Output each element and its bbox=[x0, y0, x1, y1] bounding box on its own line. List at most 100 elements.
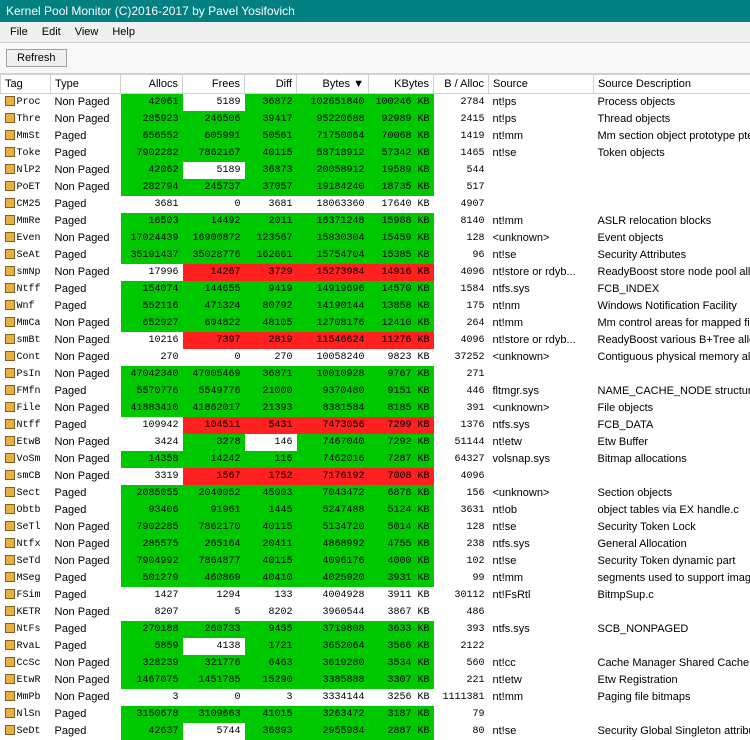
table-row[interactable]: MSegPaged5012794608694041040259203931 KB… bbox=[1, 570, 750, 587]
cell: Security Global Singleton attributes tre… bbox=[594, 723, 750, 740]
cell: 154074 bbox=[121, 281, 183, 298]
tag-icon bbox=[5, 113, 15, 123]
cell bbox=[594, 179, 750, 196]
tag-icon bbox=[5, 249, 15, 259]
cell: 21393 bbox=[245, 400, 297, 417]
tag-icon bbox=[5, 198, 15, 208]
col-type[interactable]: Type bbox=[51, 75, 121, 94]
cell: 41862017 bbox=[183, 400, 245, 417]
table-row[interactable]: KETRNon Paged82075820239605443867 KB486 bbox=[1, 604, 750, 621]
col-kbytes[interactable]: KBytes bbox=[369, 75, 434, 94]
table-row[interactable]: PsInNon Paged470423404700546936871100109… bbox=[1, 366, 750, 383]
table-row[interactable]: NtfxNon Paged285575265164204114868992475… bbox=[1, 536, 750, 553]
cell: 80792 bbox=[245, 298, 297, 315]
cell: Mm section object prototype ptes bbox=[594, 128, 750, 145]
cell: 116 bbox=[245, 451, 297, 468]
menu-help[interactable]: Help bbox=[106, 24, 141, 40]
cell: smCB bbox=[1, 468, 51, 485]
cell: 15988 KB bbox=[369, 213, 434, 230]
col-diff[interactable]: Diff bbox=[245, 75, 297, 94]
col-bytes[interactable]: Bytes ▼ bbox=[297, 75, 369, 94]
cell: 47042340 bbox=[121, 366, 183, 383]
table-row[interactable]: SeTdNon Paged790499278648774011540961764… bbox=[1, 553, 750, 570]
cell: 7397 bbox=[183, 332, 245, 349]
col-desc[interactable]: Source Description bbox=[594, 75, 750, 94]
cell: 3319 bbox=[121, 468, 183, 485]
cell: MmRe bbox=[1, 213, 51, 230]
cell: 162661 bbox=[245, 247, 297, 264]
table-row[interactable]: NlP2Non Paged420625189368732005891219589… bbox=[1, 162, 750, 179]
cell: 3619280 bbox=[297, 655, 369, 672]
menu-edit[interactable]: Edit bbox=[36, 24, 67, 40]
cell: 45003 bbox=[245, 485, 297, 502]
cell: Contiguous physical memory allocations bbox=[594, 349, 750, 366]
cell: 238 bbox=[434, 536, 489, 553]
cell: Non Paged bbox=[51, 162, 121, 179]
table-row[interactable]: VoSmNon Paged143581424211674620167287 KB… bbox=[1, 451, 750, 468]
cell: Cache Manager Shared Cache Map bbox=[594, 655, 750, 672]
cell: 3385888 bbox=[297, 672, 369, 689]
col-tag[interactable]: Tag bbox=[1, 75, 51, 94]
cell: nt!ob bbox=[489, 502, 594, 519]
tag-icon bbox=[5, 181, 15, 191]
table-row[interactable]: RvaLPaged58594138172136520643566 KB2122 bbox=[1, 638, 750, 655]
table-row[interactable]: MmRePaged165031449220111637124815988 KB8… bbox=[1, 213, 750, 230]
table-row[interactable]: CM25Paged3681036811806336017640 KB4907 bbox=[1, 196, 750, 213]
cell: Non Paged bbox=[51, 111, 121, 128]
table-row[interactable]: ObtbPaged9340691961144552474885124 KB363… bbox=[1, 502, 750, 519]
table-row[interactable]: ThreNon Paged285923246506394179522068892… bbox=[1, 111, 750, 128]
table-row[interactable]: WnfPaged552116471324807921419014413858 K… bbox=[1, 298, 750, 315]
table-row[interactable]: smCBNon Paged33191567175271761927008 KB4… bbox=[1, 468, 750, 485]
cell: 17640 KB bbox=[369, 196, 434, 213]
cell: 7008 KB bbox=[369, 468, 434, 485]
table-row[interactable]: ProcNon Paged420615189368721026518401002… bbox=[1, 94, 750, 112]
cell: 9419 bbox=[245, 281, 297, 298]
table-row[interactable]: FMfnPaged557077655497762100093704809151 … bbox=[1, 383, 750, 400]
table-row[interactable]: smNpNon Paged179961426737291527398414916… bbox=[1, 264, 750, 281]
cell: EtwR bbox=[1, 672, 51, 689]
cell: 35028776 bbox=[183, 247, 245, 264]
table-row[interactable]: MmStPaged656552605991505617175006470068 … bbox=[1, 128, 750, 145]
col-balloc[interactable]: B / Alloc bbox=[434, 75, 489, 94]
table-row[interactable]: TokePaged7902282786216740115587189125734… bbox=[1, 145, 750, 162]
table-row[interactable]: FSimPaged1427129413340049283911 KB30112n… bbox=[1, 587, 750, 604]
col-frees[interactable]: Frees bbox=[183, 75, 245, 94]
table-row[interactable]: MmPbNon Paged30333341443256 KB1111381nt!… bbox=[1, 689, 750, 706]
refresh-button[interactable]: Refresh bbox=[6, 49, 67, 67]
menu-view[interactable]: View bbox=[69, 24, 105, 40]
cell: Non Paged bbox=[51, 434, 121, 451]
table-row[interactable]: EtwBNon Paged3424327814674670407292 KB51… bbox=[1, 434, 750, 451]
table-row[interactable]: SectPaged208505520400524500370434726878 … bbox=[1, 485, 750, 502]
table-row[interactable]: SeAtPaged3519143735028776162661157547041… bbox=[1, 247, 750, 264]
cell: 15459 KB bbox=[369, 230, 434, 247]
cell: 1419 bbox=[434, 128, 489, 145]
menu-file[interactable]: File bbox=[4, 24, 34, 40]
table-row[interactable]: SeTlNon Paged790228578621704011551347205… bbox=[1, 519, 750, 536]
table-row[interactable]: NlSnPaged315067831096634101532634723187 … bbox=[1, 706, 750, 723]
table-row[interactable]: CcScNon Paged328239321776646336192803534… bbox=[1, 655, 750, 672]
table-row[interactable]: PoETNon Paged282794245737370571918424018… bbox=[1, 179, 750, 196]
table-row[interactable]: SeDtPaged4263757443689329559842887 KB80n… bbox=[1, 723, 750, 740]
cell: ntfs.sys bbox=[489, 281, 594, 298]
cell: 96 bbox=[434, 247, 489, 264]
table-row[interactable]: EvenNon Paged170244391690087212356715830… bbox=[1, 230, 750, 247]
table-row[interactable]: smBtNon Paged10216739728191154662411276 … bbox=[1, 332, 750, 349]
cell: 1451785 bbox=[183, 672, 245, 689]
cell: NAME_CACHE_NODE structure bbox=[594, 383, 750, 400]
table-row[interactable]: NtffPaged109942104511543174730567299 KB1… bbox=[1, 417, 750, 434]
table-row[interactable]: FileNon Paged418834104186201721393838158… bbox=[1, 400, 750, 417]
table-row[interactable]: NtFsPaged270188260733945537198083633 KB3… bbox=[1, 621, 750, 638]
table-row[interactable]: ContNon Paged2700270100582409823 KB37252… bbox=[1, 349, 750, 366]
cell: 30112 bbox=[434, 587, 489, 604]
table-row[interactable]: MmCaNon Paged652927604822481051270817612… bbox=[1, 315, 750, 332]
cell: Mm control areas for mapped files bbox=[594, 315, 750, 332]
cell: File bbox=[1, 400, 51, 417]
col-allocs[interactable]: Allocs bbox=[121, 75, 183, 94]
table-row[interactable]: EtwRNon Paged146707514517851529033858883… bbox=[1, 672, 750, 689]
cell: nt!FsRtl bbox=[489, 587, 594, 604]
col-source[interactable]: Source bbox=[489, 75, 594, 94]
cell: Obtb bbox=[1, 502, 51, 519]
table-row[interactable]: NtffPaged15407414465594191491969614570 K… bbox=[1, 281, 750, 298]
cell: 40115 bbox=[245, 553, 297, 570]
cell: Sect bbox=[1, 485, 51, 502]
